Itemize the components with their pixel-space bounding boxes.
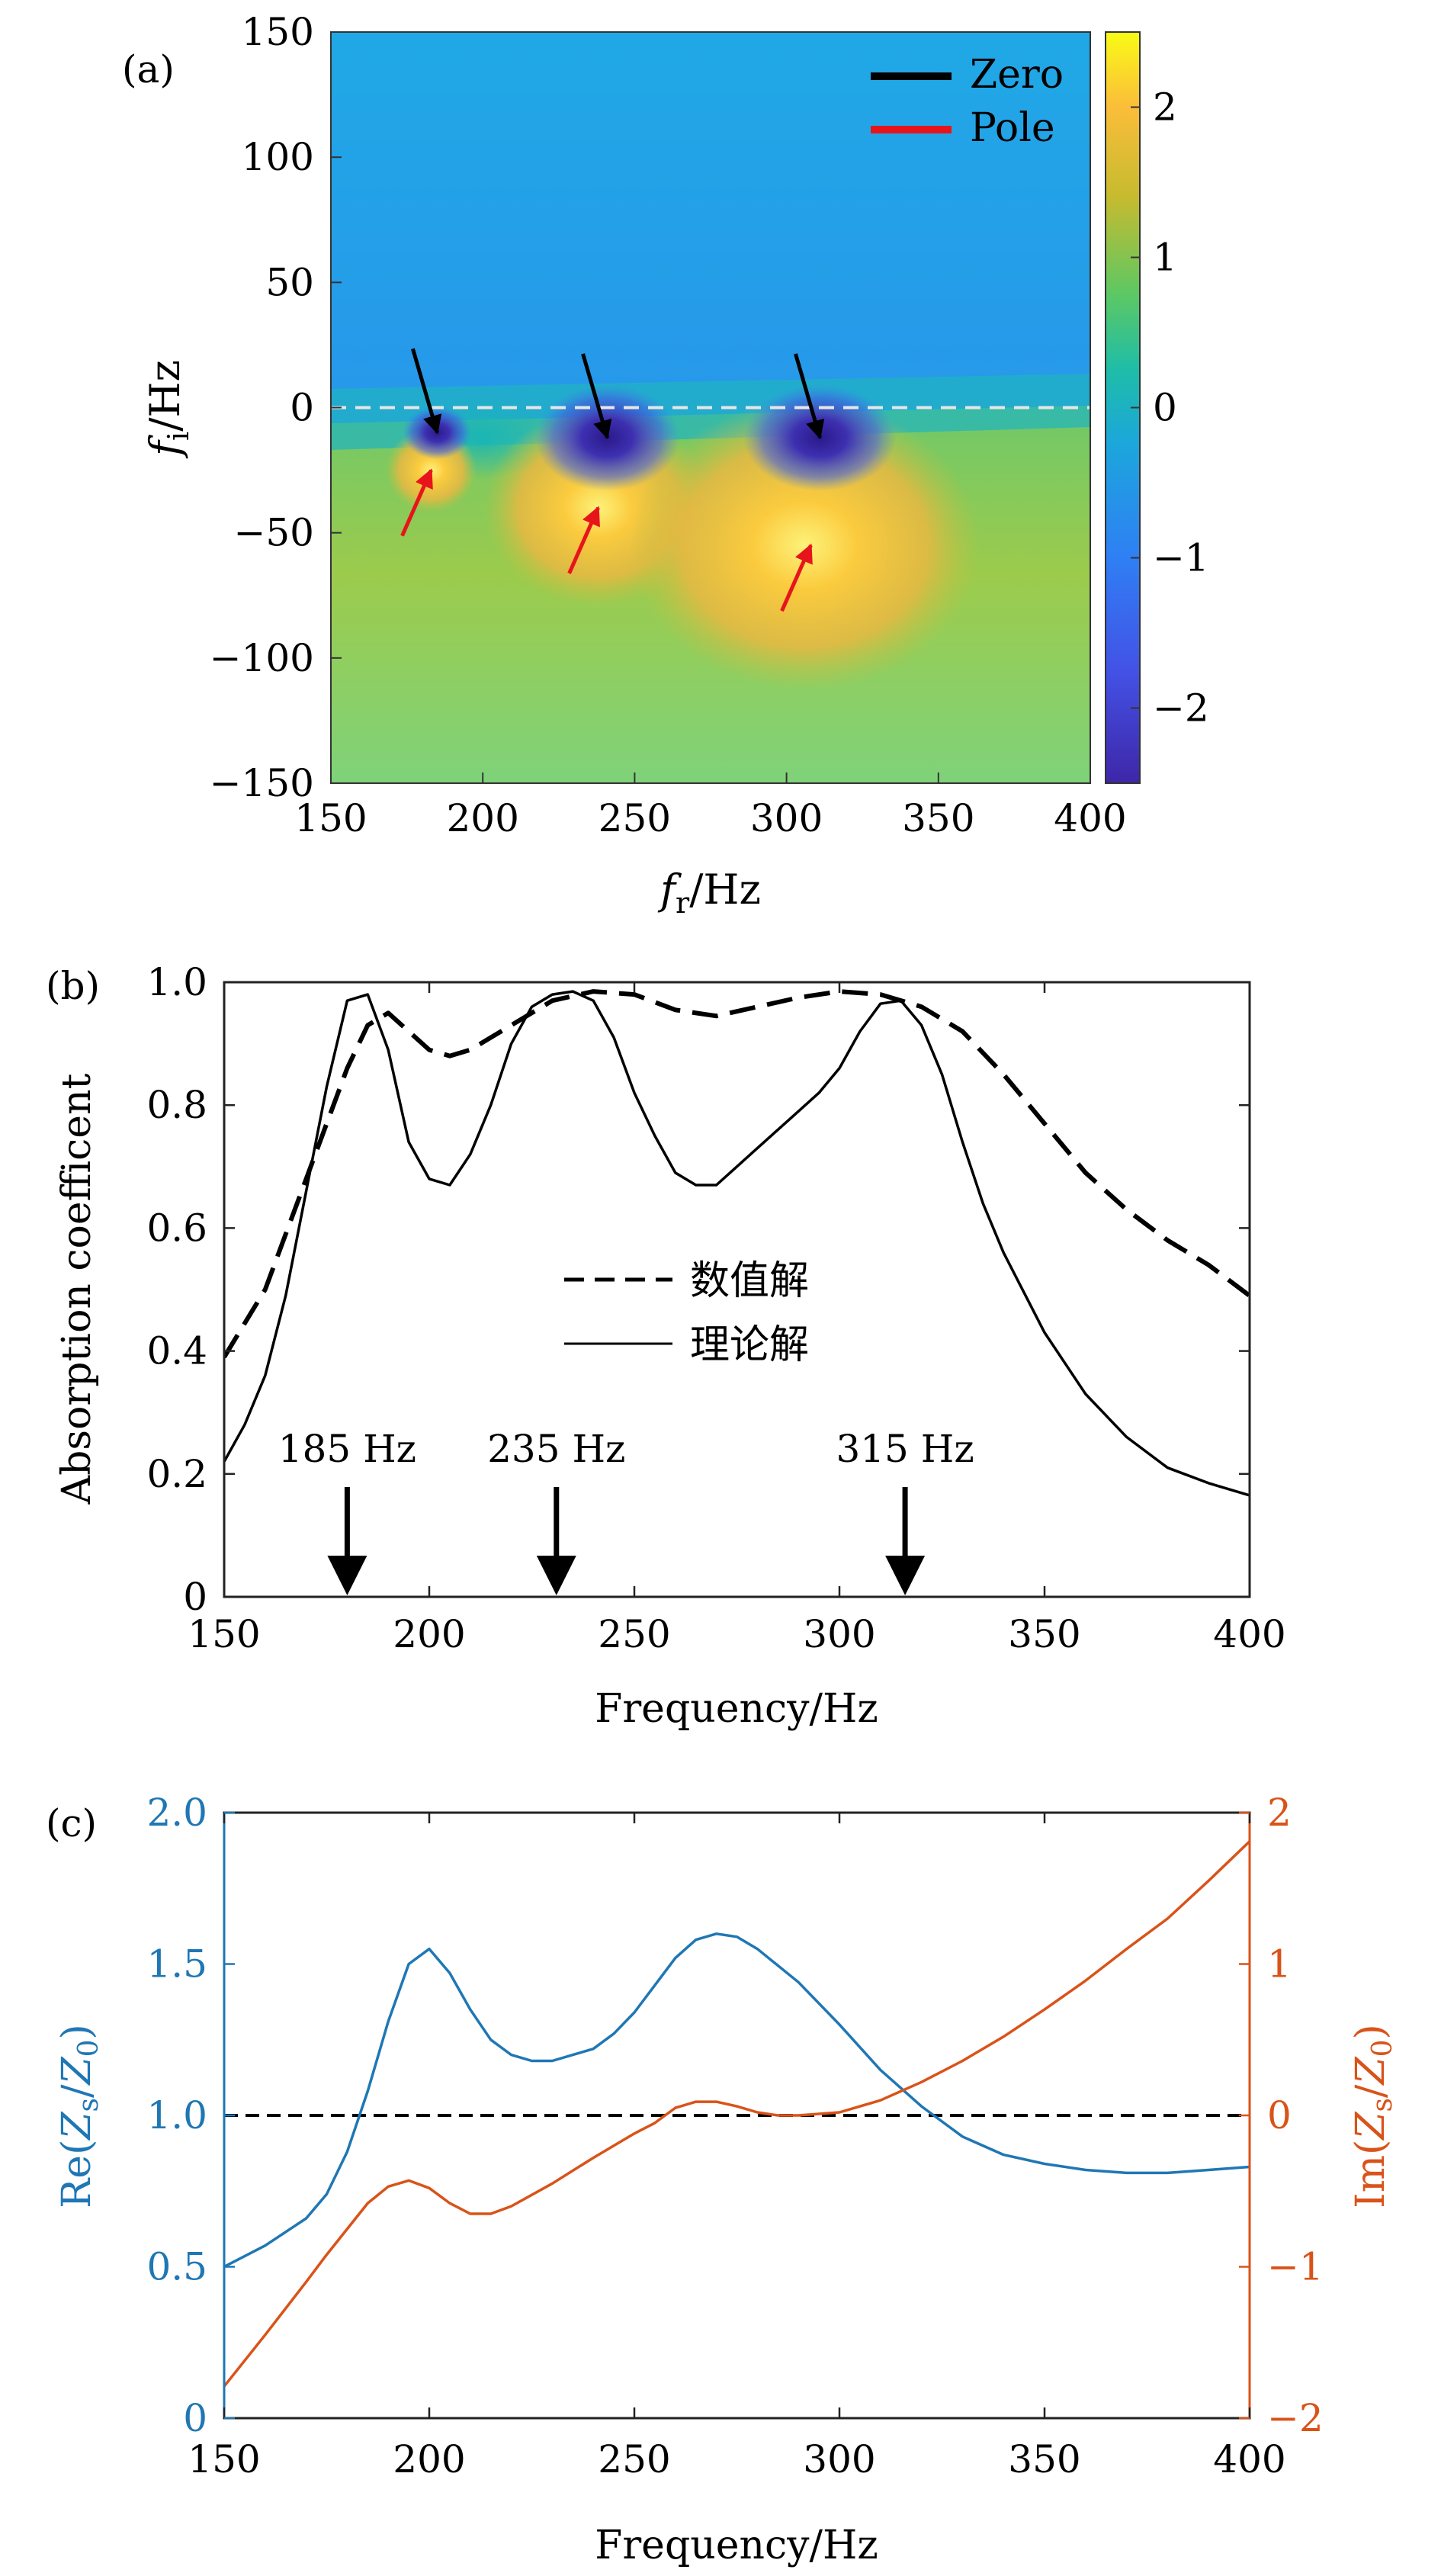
- x-tick-label-b: 250: [598, 1612, 670, 1656]
- theoretical-solution-line: [224, 990, 1250, 1497]
- y-tick-label-b: 1.0: [146, 960, 207, 1004]
- x-tick-label-a: 300: [750, 796, 823, 840]
- right-axis-label-c: Im(Zs/Z0): [1348, 2024, 1398, 2208]
- y-axis-label-a: fi/Hz: [141, 360, 195, 459]
- x-tick-label-c: 400: [1213, 2437, 1285, 2481]
- right-tick-label-c: 1: [1267, 1942, 1292, 1987]
- y-tick-label-b: 0.8: [146, 1083, 207, 1127]
- x-tick-label-c: 250: [598, 2437, 670, 2481]
- colorbar-ticks: 2 1 0 −1 −2: [1131, 85, 1209, 731]
- series-c: [224, 1840, 1250, 2388]
- im-impedance-line: [224, 1840, 1250, 2388]
- frequency-annotation-arrowhead: [327, 1556, 367, 1595]
- left-tick-label-c: 0.5: [146, 2245, 207, 2289]
- panel-b-label: (b): [46, 964, 100, 1008]
- x-tick-label-c: 200: [393, 2437, 465, 2481]
- frequency-annotation-label: 235 Hz: [487, 1427, 625, 1471]
- x-tick-label-b: 150: [188, 1612, 260, 1656]
- panel-c-label: (c): [46, 1801, 97, 1845]
- pole-arrow: [567, 506, 600, 574]
- y-tick-label-a: 0: [290, 386, 314, 430]
- frequency-annotation-label: 315 Hz: [836, 1427, 974, 1471]
- pole-arrow: [780, 543, 813, 612]
- frequency-annotations: 185 Hz 235 Hz 315 Hz: [278, 1427, 974, 1595]
- y-tick-label-a: −150: [210, 761, 314, 805]
- zero-arrow: [581, 353, 612, 440]
- colorbar-tick-label: 0: [1153, 386, 1177, 430]
- x-tick-label-c: 350: [1008, 2437, 1080, 2481]
- left-tick-label-c: 0: [183, 2396, 207, 2440]
- axes-b: 150 200 250 300 350 400 0 0.2 0.4 0.6 0.8 1.0: [146, 960, 1285, 1656]
- x-tick-label-a: 400: [1054, 796, 1126, 840]
- panel-c: 150 200 250 300 350 400 0 0.5 1.0 1.5 2.0 −2 −1 0 1 2 (…: [46, 1791, 1398, 2568]
- panel-a: 150 200 250 300 350 400 150 100 50 0 −50 −100 −150 Z…: [122, 10, 1209, 920]
- x-tick-label-a: 250: [599, 796, 671, 840]
- x-tick-label-a: 350: [902, 796, 974, 840]
- left-tick-label-c: 2.0: [146, 1791, 207, 1835]
- left-tick-label-c: 1.0: [146, 2093, 207, 2138]
- x-tick-label-b: 350: [1008, 1612, 1080, 1656]
- x-tick-label-b: 300: [803, 1612, 875, 1656]
- x-axis-label-a: fr/Hz: [657, 866, 761, 920]
- pole-arrow: [400, 468, 433, 537]
- y-tick-label-b: 0.4: [146, 1329, 207, 1373]
- x-axis-label-b: Frequency/Hz: [595, 1686, 878, 1732]
- axes-c: 150 200 250 300 350 400 0 0.5 1.0 1.5 2.0 −2 −1 0 1 2: [146, 1791, 1323, 2481]
- y-tick-label-a: 100: [242, 135, 314, 179]
- x-tick-label-a: 200: [446, 796, 518, 840]
- x-tick-label-c: 300: [803, 2437, 875, 2481]
- pole-zero-arrows: [400, 348, 825, 612]
- x-tick-label-c: 150: [188, 2437, 260, 2481]
- y-tick-label-b: 0.2: [146, 1452, 207, 1496]
- left-axis-label-c: Re(Zs/Z0): [54, 2024, 104, 2208]
- y-axis-label-b: Absorption coefficent: [54, 1073, 100, 1505]
- x-axis-label-c: Frequency/Hz: [595, 2523, 878, 2568]
- y-tick-label-a: 150: [242, 10, 314, 54]
- colorbar-tick-label: 1: [1153, 236, 1177, 280]
- colorbar-tick-label: 2: [1153, 85, 1177, 130]
- legend-numerical-label: 数值解: [690, 1258, 809, 1304]
- numerical-solution-line: [224, 989, 1250, 1359]
- legend-pole-label: Pole: [970, 105, 1055, 151]
- left-tick-label-c: 1.5: [146, 1942, 207, 1987]
- legend-b: 数值解 理论解: [564, 1258, 809, 1368]
- right-tick-label-c: 2: [1267, 1791, 1292, 1835]
- frequency-annotation-arrowhead: [536, 1556, 576, 1595]
- y-tick-label-a: 50: [265, 260, 314, 304]
- y-tick-label-b: 0.6: [146, 1206, 207, 1250]
- zero-arrow: [411, 348, 442, 435]
- frequency-annotation-arrowhead: [885, 1556, 926, 1595]
- re-impedance-line: [224, 1932, 1250, 2269]
- y-tick-label-a: −100: [210, 636, 314, 680]
- right-tick-label-c: 0: [1267, 2093, 1292, 2138]
- panel-b: 150 200 250 300 350 400 0 0.2 0.4 0.6 0.8 1.0 185 H…: [46, 960, 1286, 1732]
- colorbar-tick-label: −2: [1153, 686, 1209, 731]
- legend-a: Zero Pole: [871, 52, 1064, 151]
- x-tick-label-b: 400: [1213, 1612, 1285, 1656]
- right-tick-label-c: −1: [1267, 2245, 1324, 2289]
- colorbar-tick-label: −1: [1153, 536, 1209, 580]
- x-tick-label-b: 200: [393, 1612, 465, 1656]
- y-tick-label-a: −50: [233, 511, 314, 555]
- legend-theoretical-label: 理论解: [690, 1322, 809, 1368]
- zero-arrow: [794, 353, 825, 440]
- series-b: [224, 989, 1250, 1497]
- heatmap: [331, 32, 1090, 783]
- x-tick-label-a: 150: [294, 796, 367, 840]
- panel-a-label: (a): [122, 47, 175, 92]
- legend-zero-label: Zero: [970, 52, 1064, 98]
- axes-a: 150 200 250 300 350 400 150 100 50 0 −50 −100 −150: [210, 10, 1127, 840]
- y-tick-label-b: 0: [183, 1575, 207, 1619]
- frequency-annotation-label: 185 Hz: [278, 1427, 416, 1471]
- plot-frame-b: [223, 981, 1251, 1598]
- right-tick-label-c: −2: [1267, 2396, 1324, 2440]
